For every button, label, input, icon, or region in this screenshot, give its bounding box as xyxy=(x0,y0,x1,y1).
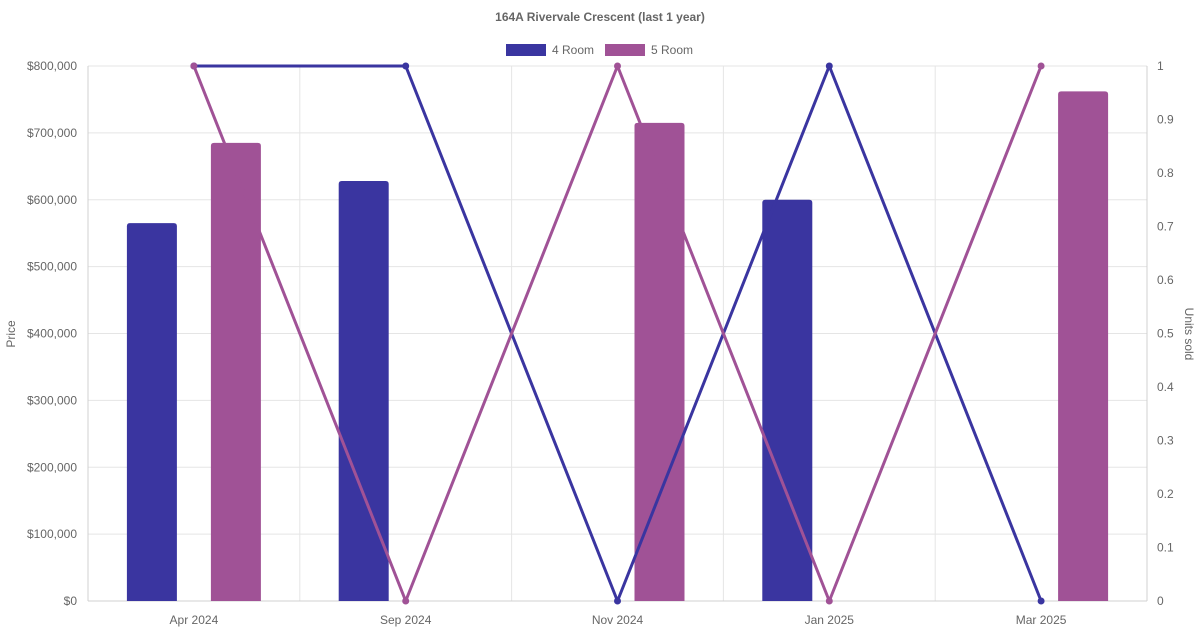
legend: 4 Room 5 Room xyxy=(506,43,693,57)
right-tick-label: 0.6 xyxy=(1157,273,1174,287)
left-tick-label: $400,000 xyxy=(27,327,77,341)
right-tick-label: 0.5 xyxy=(1157,327,1174,341)
right-tick-label: 1 xyxy=(1157,59,1164,73)
point-4-room[interactable] xyxy=(402,62,410,70)
x-tick-label: Apr 2024 xyxy=(170,613,219,627)
point-4-room[interactable] xyxy=(825,62,833,70)
left-tick-label: $800,000 xyxy=(27,59,77,73)
point-5-room[interactable] xyxy=(825,597,833,605)
bar-4-room[interactable] xyxy=(762,199,813,601)
right-tick-label: 0 xyxy=(1157,594,1164,608)
right-tick-label: 0.1 xyxy=(1157,541,1174,555)
unit-points xyxy=(190,62,1045,605)
left-tick-label: $200,000 xyxy=(27,460,77,474)
right-axis-title: Units sold xyxy=(1182,308,1196,361)
left-tick-label: $300,000 xyxy=(27,393,77,407)
x-tick-label: Jan 2025 xyxy=(805,613,855,627)
legend-label-4-room: 4 Room xyxy=(552,43,594,57)
chart-title: 164A Rivervale Crescent (last 1 year) xyxy=(495,10,705,24)
point-5-room[interactable] xyxy=(614,62,621,70)
bar-5-room[interactable] xyxy=(634,122,685,601)
point-4-room[interactable] xyxy=(614,597,621,605)
right-tick-label: 0.3 xyxy=(1157,434,1174,448)
x-tick-label: Mar 2025 xyxy=(1016,613,1067,627)
left-tick-label: $0 xyxy=(64,594,78,608)
x-tick-label: Sep 2024 xyxy=(380,613,432,627)
legend-label-5-room: 5 Room xyxy=(651,43,693,57)
point-5-room[interactable] xyxy=(1037,62,1045,70)
x-tick-label: Nov 2024 xyxy=(592,613,644,627)
left-axis-title: Price xyxy=(4,320,18,348)
x-axis-ticks: Apr 2024 Sep 2024 Nov 2024 Jan 2025 Mar 2025 xyxy=(170,613,1067,627)
left-axis-ticks: $0 $100,000 $200,000 $300,000 $400,000 $500,0… xyxy=(27,59,77,608)
left-tick-label: $600,000 xyxy=(27,193,77,207)
right-tick-label: 0.9 xyxy=(1157,113,1174,127)
bar-4-room[interactable] xyxy=(126,223,177,601)
right-tick-label: 0.4 xyxy=(1157,380,1174,394)
right-tick-label: 0.8 xyxy=(1157,166,1174,180)
legend-swatch-5-room xyxy=(605,44,645,56)
left-tick-label: $100,000 xyxy=(27,527,77,541)
bar-4-room[interactable] xyxy=(338,181,389,601)
point-4-room[interactable] xyxy=(1037,597,1045,605)
bar-5-room[interactable] xyxy=(1058,91,1109,601)
right-axis-ticks: 0 0.1 0.2 0.3 0.4 0.5 0.6 0.7 0.8 0.9 1 xyxy=(1157,59,1174,608)
legend-item-5-room[interactable]: 5 Room xyxy=(605,43,693,57)
legend-swatch-4-room xyxy=(506,44,546,56)
left-tick-label: $700,000 xyxy=(27,126,77,140)
right-tick-label: 0.7 xyxy=(1157,220,1174,234)
right-tick-label: 0.2 xyxy=(1157,487,1174,501)
bar-5-room[interactable] xyxy=(210,142,261,601)
point-5-room[interactable] xyxy=(402,597,410,605)
bars xyxy=(126,91,1109,601)
legend-item-4-room[interactable]: 4 Room xyxy=(506,43,594,57)
left-tick-label: $500,000 xyxy=(27,260,77,274)
point-5-room[interactable] xyxy=(190,62,198,70)
